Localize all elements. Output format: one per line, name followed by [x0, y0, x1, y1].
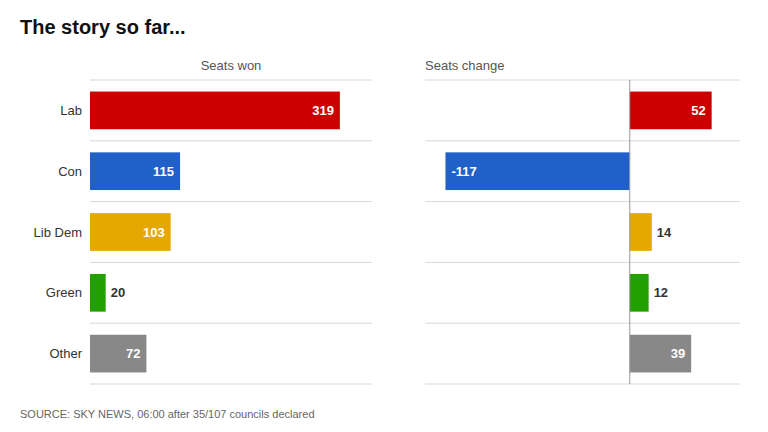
source: SOURCE: SKY NEWS, 06:00 after 35/107 cou…	[20, 408, 315, 420]
data-label: 12	[654, 285, 668, 300]
bars	[90, 92, 340, 373]
title: The story so far...	[20, 16, 186, 38]
bar	[445, 152, 629, 190]
row-separator	[90, 201, 372, 202]
category-label: Con	[58, 164, 82, 179]
data-label: 115	[153, 164, 174, 179]
row-separator	[425, 384, 740, 385]
bar	[630, 274, 649, 312]
data-label: 72	[126, 346, 140, 361]
bar	[630, 213, 652, 251]
bars	[445, 92, 711, 373]
data-label: -117	[451, 164, 476, 179]
row-separator	[90, 384, 372, 385]
row-separator	[90, 323, 372, 324]
panel: 319 115 103 20 72 Lab Con Lib Dem Green Other Seat…	[34, 58, 372, 384]
bar	[90, 92, 340, 130]
row-separator	[425, 262, 740, 263]
data-label: 103	[143, 225, 165, 240]
data-label: 20	[111, 285, 125, 300]
bar	[90, 213, 171, 251]
data-label: 52	[691, 103, 705, 118]
subtitle: Seats change	[425, 58, 505, 73]
bar	[90, 274, 106, 312]
subtitle: Seats won	[201, 58, 262, 73]
category-label: Other	[49, 346, 82, 361]
row-separator	[90, 80, 372, 81]
category-label: Lab	[60, 103, 82, 118]
chart: 319 115 103 20 72 Lab Con Lib Dem Green Other Seat…	[0, 0, 768, 432]
category-label: Green	[46, 285, 82, 300]
row-separator	[425, 201, 740, 202]
data-label: 14	[657, 225, 672, 240]
data-label: 319	[312, 103, 334, 118]
data-label: 39	[671, 346, 685, 361]
row-separator	[425, 140, 740, 141]
panel: 52 -117 14 12 39 Seats change	[425, 58, 740, 384]
row-separator	[425, 323, 740, 324]
row-separator	[90, 262, 372, 263]
zero-line	[629, 80, 630, 384]
category-label: Lib Dem	[34, 225, 82, 240]
bar	[90, 152, 180, 190]
row-separator	[425, 80, 740, 81]
bar	[630, 335, 691, 373]
row-separator	[90, 140, 372, 141]
bar	[90, 335, 146, 373]
bar	[630, 92, 712, 130]
